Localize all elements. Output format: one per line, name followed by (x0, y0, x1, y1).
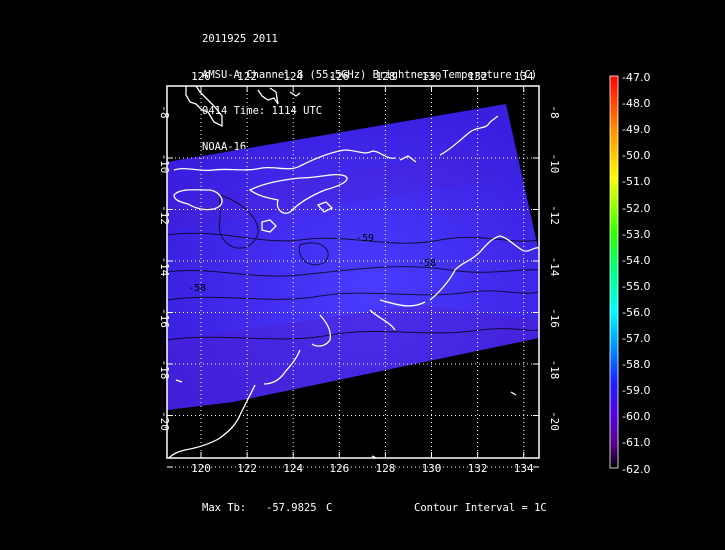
contour-labels: -59 -58 -58 (188, 233, 436, 294)
colorbar-label: -55.0 (622, 279, 651, 293)
lat-tick-label-left: -20 (158, 411, 171, 431)
lat-tick-label-left: -14 (158, 257, 171, 277)
lat-tick-label-left: -8 (158, 105, 171, 118)
lat-tick-label-right: -8 (548, 105, 561, 118)
colorbar-label: -53.0 (622, 227, 651, 241)
colorbar-label: -62.0 (622, 462, 651, 476)
colorbar (609, 75, 619, 469)
colorbar-label: -58.0 (622, 358, 651, 372)
lon-tick-label-top: 130 (422, 70, 442, 83)
lon-tick-label-top: 132 (468, 70, 488, 83)
contour-interval: Contour Interval = 1C (414, 502, 547, 514)
lon-tick-label-top: 124 (283, 70, 303, 83)
lon-tick-label-bottom: 130 (422, 462, 442, 475)
lon-tick-label-bottom: 128 (375, 462, 395, 475)
lat-tick-label-right: -18 (548, 360, 561, 380)
lat-tick-label-right: -20 (548, 411, 561, 431)
axis-tick-labels: 120 120 122 122 124 124 126 126 128 128 130 130 132 1… (158, 70, 561, 475)
lat-tick-label-left: -16 (158, 308, 171, 328)
lon-tick-label-bottom: 122 (237, 462, 257, 475)
contour-label: -59 (356, 233, 374, 244)
max-tb-value: -57.9825 (266, 502, 317, 514)
lon-tick-label-bottom: 120 (191, 462, 211, 475)
colorbar-label: -61.0 (622, 436, 651, 450)
lon-tick-label-bottom: 134 (514, 462, 534, 475)
lon-tick-label-bottom: 132 (468, 462, 488, 475)
coastlines (167, 86, 539, 458)
lon-tick-label-bottom: 126 (329, 462, 349, 475)
colorbar-label: -60.0 (622, 410, 651, 424)
colorbar-label: -51.0 (622, 175, 651, 189)
colorbar-label: -57.0 (622, 332, 651, 345)
axis-ticks (167, 86, 539, 468)
map-frame (166, 85, 540, 459)
lat-tick-label-right: -16 (548, 308, 561, 328)
lon-tick-label-top: 134 (514, 70, 534, 83)
lon-tick-label-top: 126 (329, 70, 349, 83)
lat-tick-label-left: -12 (158, 205, 171, 225)
header-time: 0414 Time: 1114 UTC (202, 105, 323, 117)
colorbar-label: -56.0 (622, 305, 651, 319)
colorbar-label: -49.0 (622, 123, 651, 137)
lat-tick-label-left: -18 (158, 360, 171, 380)
map-header: 2011925 2011 AMSU-A Channel 8 (55.5GHz) … (202, 9, 537, 165)
lon-tick-label-bottom: 124 (283, 462, 303, 475)
colorbar-label: -50.0 (622, 149, 651, 163)
lon-tick-label-top: 128 (375, 70, 395, 83)
lon-tick-label-top: 120 (191, 70, 211, 83)
lat-tick-label-right: -14 (548, 257, 561, 277)
max-tb-unit: C (326, 502, 333, 514)
colorbar-label: -54.0 (622, 253, 651, 267)
contour-label: -58 (188, 283, 206, 294)
lat-tick-label-right: -10 (548, 154, 561, 174)
swath-purple-band-upper (167, 150, 500, 230)
contour-lines (167, 194, 539, 341)
lat-tick-label-left: -10 (158, 154, 171, 174)
colorbar-label: -47.0 (622, 71, 651, 84)
header-date: 2011925 2011 (202, 33, 278, 45)
contour-label: -58 (418, 258, 436, 269)
colorbar-label: -48.0 (622, 97, 651, 111)
satellite-swath (167, 104, 539, 410)
max-tb-label: Max Tb: (202, 502, 247, 514)
lon-tick-label-top: 122 (237, 70, 257, 83)
header-satellite: NOAA-16 (202, 141, 247, 153)
lat-tick-label-right: -12 (548, 205, 561, 225)
header-product: AMSU-A Channel 8 (55.5GHz) Brightness Te… (202, 69, 538, 81)
colorbar-label: -59.0 (622, 384, 651, 398)
swath-purple-band (167, 305, 539, 410)
colorbar-label: -52.0 (622, 201, 651, 215)
